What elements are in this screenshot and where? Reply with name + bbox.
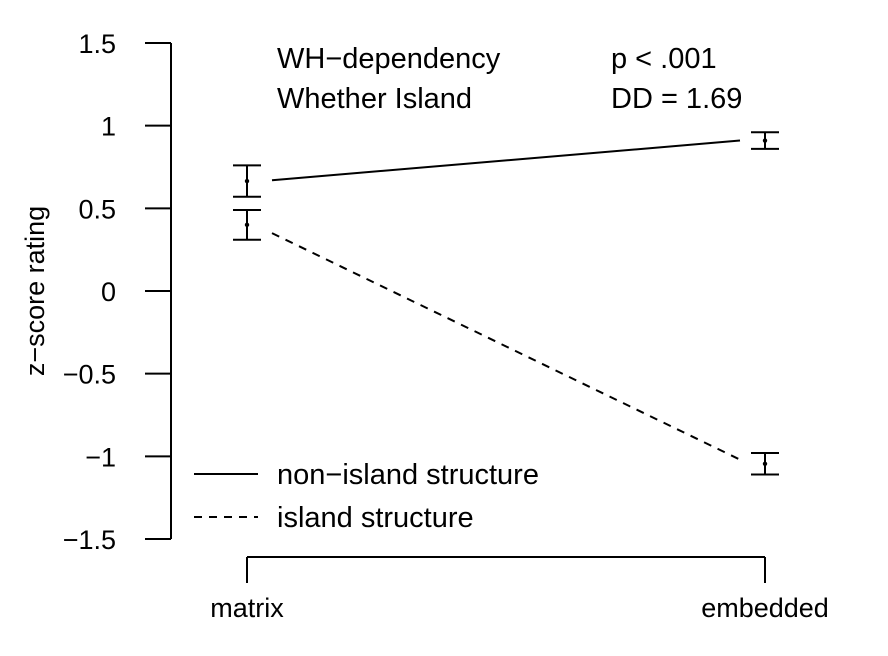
legend-label-island: island structure bbox=[277, 502, 474, 534]
y-tick-label: −1.5 bbox=[63, 525, 116, 555]
series-line bbox=[271, 232, 741, 461]
series-layer bbox=[233, 131, 779, 476]
y-tick-label: −0.5 bbox=[63, 360, 116, 390]
annotation-dependency: WH−dependency bbox=[277, 43, 501, 75]
legend: non−island structure island structure bbox=[194, 459, 539, 534]
data-point bbox=[244, 178, 250, 184]
series-line bbox=[271, 139, 741, 182]
annotation-island: Whether Island bbox=[277, 83, 472, 115]
y-axis-title: z−score rating bbox=[20, 206, 50, 376]
x-axis-ticks: matrix embedded bbox=[210, 557, 829, 623]
annotation-p-value: p < .001 bbox=[611, 43, 717, 75]
y-tick-label: 1 bbox=[101, 112, 116, 142]
legend-label-non-island: non−island structure bbox=[277, 459, 539, 491]
x-tick-label: embedded bbox=[701, 593, 829, 623]
y-axis-ticks: −1.5 −1 −0.5 0 0.5 1 1.5 bbox=[63, 29, 171, 555]
data-point bbox=[244, 222, 250, 228]
annotation-dd-score: DD = 1.69 bbox=[611, 83, 742, 115]
y-tick-label: 1.5 bbox=[78, 29, 116, 59]
y-tick-label: −1 bbox=[85, 442, 116, 472]
data-point bbox=[762, 461, 768, 466]
y-tick-label: 0 bbox=[101, 277, 116, 307]
data-point bbox=[762, 138, 768, 143]
y-tick-label: 0.5 bbox=[78, 194, 116, 224]
x-tick-label: matrix bbox=[210, 593, 284, 623]
